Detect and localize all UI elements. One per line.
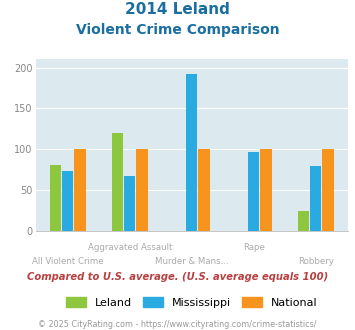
- Text: All Violent Crime: All Violent Crime: [32, 257, 104, 266]
- Text: Rape: Rape: [243, 243, 264, 252]
- Text: Violent Crime Comparison: Violent Crime Comparison: [76, 23, 279, 37]
- Text: Compared to U.S. average. (U.S. average equals 100): Compared to U.S. average. (U.S. average …: [27, 272, 328, 282]
- Bar: [124, 176, 135, 231]
- Text: Aggravated Assault: Aggravated Assault: [88, 243, 172, 252]
- Bar: [248, 152, 260, 231]
- Bar: [297, 211, 309, 231]
- Bar: [62, 171, 73, 231]
- Bar: [186, 74, 197, 231]
- Bar: [198, 149, 210, 231]
- Text: Robbery: Robbery: [298, 257, 334, 266]
- Bar: [50, 165, 61, 231]
- Bar: [310, 166, 321, 231]
- Bar: [75, 149, 86, 231]
- Bar: [111, 133, 123, 231]
- Legend: Leland, Mississippi, National: Leland, Mississippi, National: [66, 297, 318, 308]
- Bar: [322, 149, 334, 231]
- Bar: [260, 149, 272, 231]
- Text: © 2025 CityRating.com - https://www.cityrating.com/crime-statistics/: © 2025 CityRating.com - https://www.city…: [38, 320, 317, 329]
- Text: 2014 Leland: 2014 Leland: [125, 2, 230, 16]
- Text: Murder & Mans...: Murder & Mans...: [155, 257, 229, 266]
- Bar: [136, 149, 148, 231]
